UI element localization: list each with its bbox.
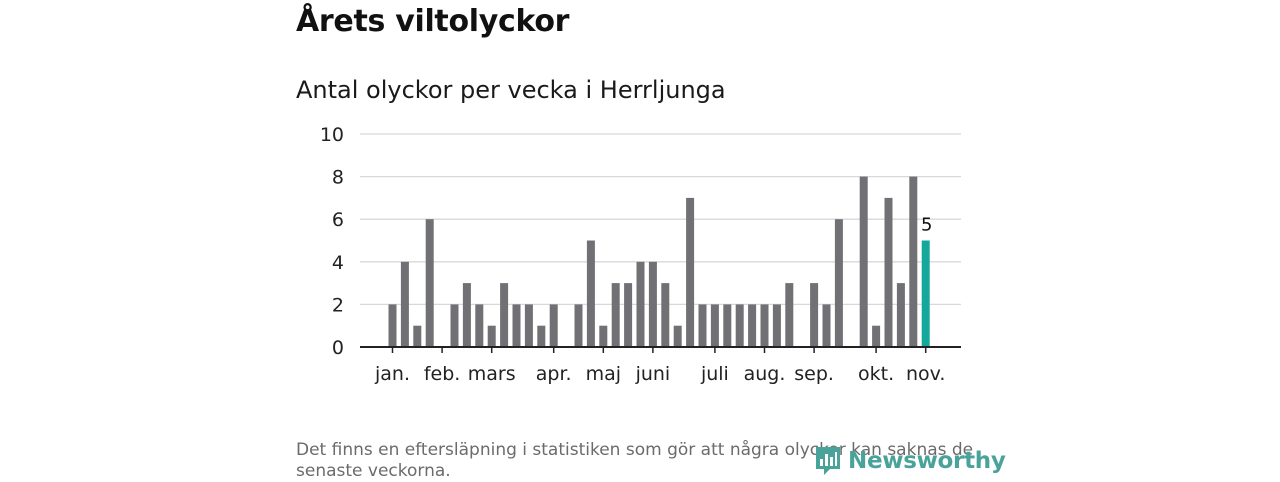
bar: [896, 283, 905, 347]
y-tick-label: 2: [332, 294, 344, 316]
annotations: 5: [921, 215, 932, 236]
bar: [624, 283, 633, 347]
bar: [748, 304, 757, 347]
y-tick-label: 6: [332, 209, 344, 231]
x-tick-label: sep.: [794, 363, 834, 385]
bar: [500, 283, 509, 347]
bar: [785, 283, 794, 347]
bar: [723, 304, 732, 347]
bar: [834, 219, 843, 347]
brand-logo: Newsworthy: [814, 445, 1006, 477]
y-tick-label: 10: [320, 124, 344, 146]
bar: [599, 325, 608, 347]
chart-title: Årets viltolyckor: [296, 4, 570, 39]
bar: [772, 304, 781, 347]
bar: [537, 325, 546, 347]
bar: [475, 304, 484, 347]
y-tick-label: 8: [332, 167, 344, 189]
y-tick-label: 4: [332, 252, 344, 274]
brand-name: Newsworthy: [848, 448, 1006, 474]
bar: [574, 304, 583, 347]
bars: [388, 176, 930, 347]
bar: [859, 176, 868, 347]
bar: [921, 240, 930, 347]
bar: [524, 304, 533, 347]
x-tick-label: okt.: [858, 363, 894, 385]
bar: [698, 304, 707, 347]
bar: [487, 325, 496, 347]
gridlines: [360, 133, 961, 306]
x-tick-label: mars: [468, 363, 516, 385]
data-label: 5: [921, 215, 932, 236]
x-tick-label: juni: [635, 363, 671, 385]
bar: [648, 261, 657, 347]
newsworthy-logo-icon: [816, 447, 840, 475]
x-tick-label: juli: [700, 363, 729, 385]
bar: [462, 283, 471, 347]
bar: [512, 304, 521, 347]
bar: [450, 304, 459, 347]
chart-subtitle: Antal olyckor per vecka i Herrljunga: [296, 76, 726, 104]
bar: [413, 325, 422, 347]
x-tick-label: aug.: [744, 363, 786, 385]
bar: [686, 197, 695, 347]
bar: [735, 304, 744, 347]
x-tick-label: nov.: [906, 363, 945, 385]
bar: [822, 304, 831, 347]
bar: [810, 283, 819, 347]
bar: [388, 304, 397, 347]
x-tick-label: feb.: [424, 363, 460, 385]
bar: [884, 197, 893, 347]
bar: [872, 325, 881, 347]
x-tick-label: apr.: [536, 363, 572, 385]
bar: [710, 304, 719, 347]
bar: [586, 240, 595, 347]
y-tick-label: 0: [332, 337, 344, 359]
bar: [425, 219, 434, 347]
bar: [909, 176, 918, 347]
x-tick-label: jan.: [374, 363, 410, 385]
bar: [400, 261, 409, 347]
footnote: Det finns en eftersläpning i statistiken…: [296, 440, 974, 481]
bar: [673, 325, 682, 347]
y-axis-ticks: 0 2 4 6 8 10: [320, 124, 344, 359]
bar: [611, 283, 620, 347]
x-tick-label: maj: [586, 363, 621, 385]
x-axis: jan. feb. mars apr. maj juni juli aug. sep. okt. n…: [360, 346, 961, 385]
bar: [636, 261, 645, 347]
bar: [661, 283, 670, 347]
bar: [760, 304, 769, 347]
bar: [549, 304, 558, 347]
